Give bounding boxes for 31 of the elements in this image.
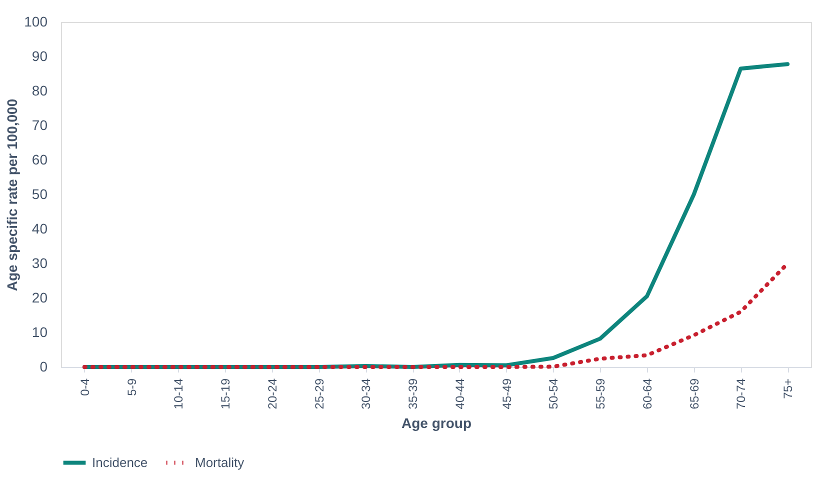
legend-label: Incidence <box>92 454 148 470</box>
x-tick-label: 65-69 <box>687 378 702 410</box>
y-tick-label: 40 <box>32 220 48 236</box>
y-tick-label: 70 <box>32 117 48 133</box>
y-tick-label: 90 <box>32 48 48 64</box>
x-tick-label: 25-29 <box>312 378 326 410</box>
x-tick-label: 55-59 <box>594 378 608 410</box>
x-tick-label: 30-34 <box>359 378 374 410</box>
x-tick-label: 45-49 <box>500 378 514 410</box>
x-tick-label: 35-39 <box>406 378 420 410</box>
y-tick-label: 100 <box>24 14 48 30</box>
legend-label: Mortality <box>195 454 245 470</box>
x-tick-label: 0-4 <box>78 378 92 396</box>
x-tick-label: 60-64 <box>640 378 654 410</box>
y-tick-label: 80 <box>32 82 48 98</box>
y-tick-label: 0 <box>40 358 48 374</box>
x-tick-label: 5-9 <box>124 378 139 396</box>
y-tick-label: 30 <box>32 255 48 271</box>
x-tick-label: 10-14 <box>172 378 186 410</box>
x-tick-label: 15-19 <box>218 378 233 410</box>
y-tick-label: 20 <box>32 290 48 306</box>
x-tick-label: 40-44 <box>452 378 467 410</box>
x-tick-label: 20-24 <box>265 378 280 410</box>
y-tick-label: 60 <box>32 152 48 168</box>
y-tick-label: 50 <box>32 186 48 202</box>
x-tick-label: 75+ <box>781 378 796 399</box>
x-tick-label: 70-74 <box>734 378 748 410</box>
y-axis-title: Age specific rate per 100,000 <box>4 98 20 292</box>
y-tick-label: 10 <box>32 324 48 340</box>
x-axis-title: Age group <box>402 415 472 432</box>
x-tick-label: 50-54 <box>546 378 561 410</box>
